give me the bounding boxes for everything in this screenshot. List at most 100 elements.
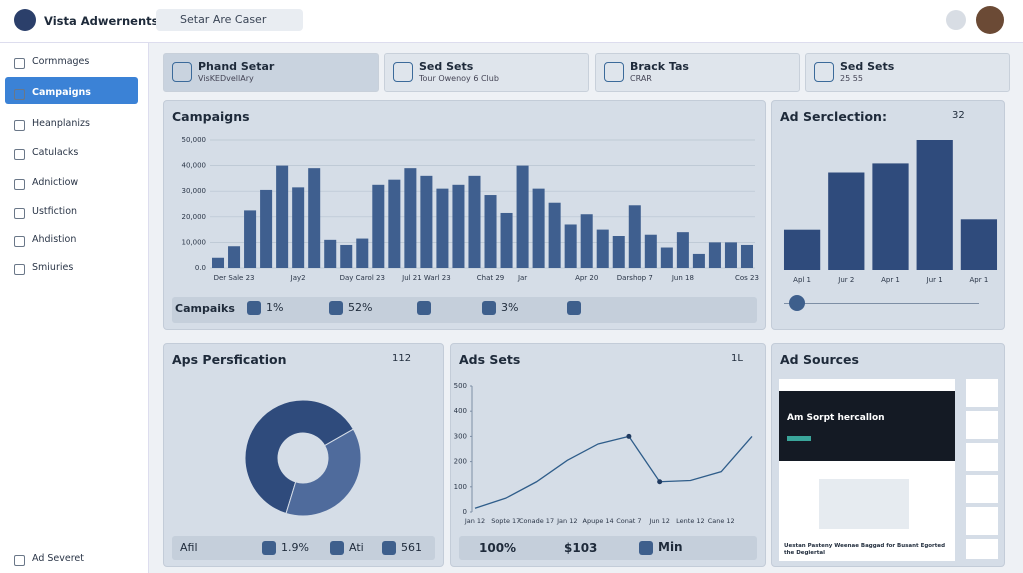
ads-sets-panel: Ads Sets 1L 100% $103 Min: [450, 343, 766, 567]
card-title: Sed Sets: [840, 60, 895, 73]
footer-label: Campaiks: [175, 302, 235, 315]
bar: [340, 244, 353, 268]
stat: 52%: [348, 301, 373, 314]
bar: [484, 195, 497, 268]
bar: [644, 234, 657, 268]
sidebar-footer[interactable]: Ad Severet: [14, 553, 84, 566]
nav-item[interactable]: Ustfiction: [13, 206, 77, 219]
y-tick-label: 100: [454, 483, 467, 491]
card-title: Phand Setar: [198, 60, 275, 73]
x-tick-label: Jul 21 Warl 23: [401, 274, 451, 282]
donut-slice: [244, 399, 355, 515]
badge: 1L: [731, 353, 743, 364]
bar: [372, 184, 385, 268]
avatar[interactable]: [976, 6, 1004, 34]
y-tick-label: 10,000: [182, 238, 207, 246]
summary-card[interactable]: Brack Tas CRAR: [595, 53, 800, 92]
summary-card[interactable]: Sed Sets 25 55: [805, 53, 1010, 92]
bar: [356, 238, 369, 268]
donut-slice: [285, 428, 362, 517]
nav-label: Smiuries: [32, 262, 74, 273]
preview-button: [787, 436, 811, 441]
app-title: Vista Adwernents: [44, 14, 159, 28]
bar: [500, 212, 513, 268]
slider-handle[interactable]: [789, 295, 805, 311]
x-tick-label: Apl 1: [793, 276, 811, 284]
logo: [14, 9, 36, 31]
bar: [388, 179, 401, 268]
nav-item[interactable]: Campaigns: [14, 87, 91, 100]
nav-item[interactable]: Adnictiow: [13, 177, 78, 190]
bar: [872, 163, 909, 270]
nav-item[interactable]: Smiuries: [13, 262, 74, 275]
bar: [564, 224, 577, 268]
x-tick-label: Jan 12: [556, 517, 577, 525]
y-tick-label: 300: [454, 432, 467, 440]
nav-label: Cormmages: [32, 56, 90, 67]
x-tick-label: Jan 12: [464, 517, 485, 525]
nav-label: Catulacks: [32, 147, 79, 158]
stat: 561: [401, 541, 422, 554]
bar: [260, 189, 273, 268]
bar: [708, 242, 721, 268]
ad-preview[interactable]: Am Sorpt hercallon Uestan Pasteny Weenae…: [779, 379, 955, 561]
bar: [740, 244, 753, 268]
stat: 3%: [501, 301, 519, 314]
x-tick-label: Conat 7: [616, 517, 641, 525]
nav-item[interactable]: Ahdistion: [13, 234, 76, 247]
x-tick-label: Der Sale 23: [214, 274, 255, 282]
bar: [292, 187, 305, 268]
badge: 32: [952, 110, 965, 121]
bar: [516, 165, 529, 268]
nav-label: Heanplanizs: [32, 118, 90, 129]
x-tick-label: Apr 1: [881, 276, 900, 284]
stat: 100%: [479, 541, 517, 555]
bar: [324, 239, 337, 268]
card-title: Sed Sets: [419, 60, 474, 73]
bar: [724, 242, 737, 268]
search-box[interactable]: Setar Are Caser: [156, 9, 303, 31]
panel-footer: Campaiks 1% 52% 3%: [172, 297, 757, 323]
preview-headline: Am Sorpt hercallon: [787, 413, 885, 423]
card-icon: [604, 62, 624, 82]
card-subtitle: VisKEDvellAry: [198, 74, 254, 83]
x-tick-label: Sopte 17: [491, 517, 520, 525]
summary-card[interactable]: Sed Sets Tour Owenoy 6 Club: [384, 53, 589, 92]
x-tick-label: Jun 12: [648, 517, 670, 525]
header: Vista Adwernents Setar Are Caser: [0, 0, 1023, 43]
card-subtitle: CRAR: [630, 74, 652, 83]
bar: [436, 188, 449, 268]
nav-item[interactable]: Heanplanizs: [14, 118, 90, 131]
x-tick-label: Cos 23: [735, 274, 759, 282]
bar: [228, 246, 241, 268]
bar: [308, 168, 321, 268]
nav-item[interactable]: Cormmages: [13, 56, 90, 69]
nav-item[interactable]: Catulacks: [13, 147, 79, 160]
y-tick-label: 200: [454, 458, 467, 466]
bar: [452, 184, 465, 268]
panel-title: Ads Sets: [459, 352, 521, 367]
x-tick-label: Jur 1: [926, 276, 943, 284]
slider-track: [784, 303, 979, 304]
x-tick-label: Jay2: [290, 274, 306, 282]
y-tick-label: 0: [463, 508, 467, 516]
nav-label: Campaigns: [32, 87, 91, 98]
y-tick-label: 30,000: [182, 187, 207, 195]
icon-button[interactable]: [946, 10, 966, 30]
bar: [676, 232, 689, 268]
x-tick-label: Jur 2: [837, 276, 854, 284]
y-tick-label: 40,000: [182, 162, 207, 170]
sidebar-footer-text: Ad Severet: [32, 553, 84, 564]
card-icon: [814, 62, 834, 82]
summary-card[interactable]: Phand Setar VisKEDvellAry: [163, 53, 379, 92]
stat: Min: [658, 540, 683, 554]
bar: [404, 168, 417, 268]
bar: [244, 210, 257, 268]
preview-graphic: [819, 479, 909, 529]
bar: [580, 214, 593, 268]
line-series: [474, 435, 753, 509]
x-tick-label: Cane 12: [708, 517, 735, 525]
point: [657, 479, 663, 485]
